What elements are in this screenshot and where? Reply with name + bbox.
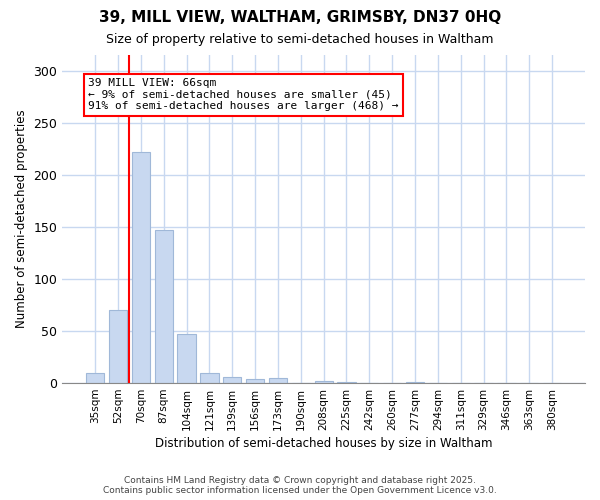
- Bar: [223, 377, 241, 383]
- Text: 39 MILL VIEW: 66sqm
← 9% of semi-detached houses are smaller (45)
91% of semi-de: 39 MILL VIEW: 66sqm ← 9% of semi-detache…: [88, 78, 399, 111]
- Bar: [246, 379, 264, 383]
- Bar: [132, 152, 150, 383]
- Bar: [337, 382, 356, 383]
- Bar: [314, 381, 333, 383]
- Text: 39, MILL VIEW, WALTHAM, GRIMSBY, DN37 0HQ: 39, MILL VIEW, WALTHAM, GRIMSBY, DN37 0H…: [99, 10, 501, 25]
- X-axis label: Distribution of semi-detached houses by size in Waltham: Distribution of semi-detached houses by …: [155, 437, 493, 450]
- Bar: [109, 310, 127, 383]
- Text: Contains HM Land Registry data © Crown copyright and database right 2025.
Contai: Contains HM Land Registry data © Crown c…: [103, 476, 497, 495]
- Bar: [178, 334, 196, 383]
- Y-axis label: Number of semi-detached properties: Number of semi-detached properties: [15, 110, 28, 328]
- Bar: [200, 372, 218, 383]
- Bar: [86, 372, 104, 383]
- Bar: [155, 230, 173, 383]
- Text: Size of property relative to semi-detached houses in Waltham: Size of property relative to semi-detach…: [106, 32, 494, 46]
- Bar: [406, 382, 424, 383]
- Bar: [269, 378, 287, 383]
